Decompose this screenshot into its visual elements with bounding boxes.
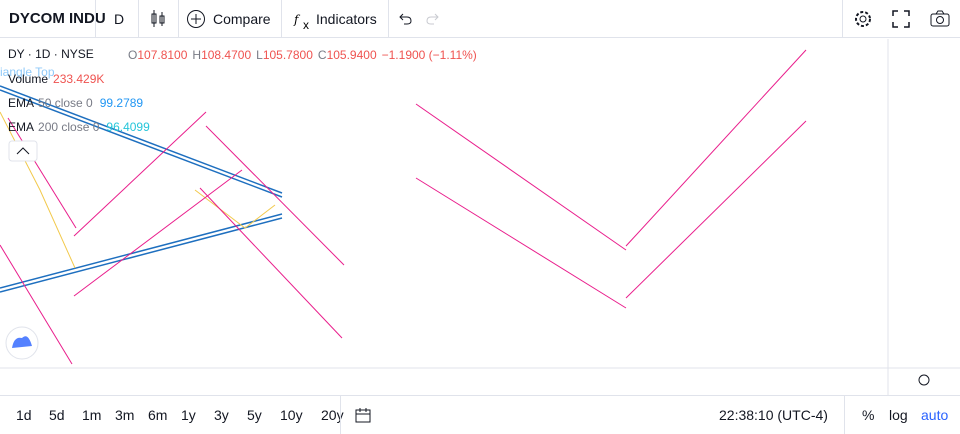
indicators[interactable]: Indicators: [316, 11, 377, 27]
collapse-button[interactable]: [8, 140, 38, 162]
range-button[interactable]: 5d: [49, 407, 65, 423]
c: C: [318, 48, 327, 62]
time-axis-settings[interactable]: [918, 374, 930, 386]
channel-line: [415, 103, 627, 251]
l: L: [256, 48, 263, 62]
date-range-icon[interactable]: [354, 407, 372, 423]
legend-bg: [0, 43, 520, 67]
volume-legend: Volume 233.429K: [8, 72, 104, 86]
divider: [281, 0, 282, 38]
divider: [340, 396, 341, 434]
screenshot-icon[interactable]: [929, 9, 951, 29]
divider: [138, 0, 139, 38]
channel-line: [625, 120, 807, 299]
divider: [844, 396, 845, 434]
range-button[interactable]: 1m: [82, 407, 102, 423]
volume-value: 233.429K: [53, 72, 104, 86]
plot-bg: [0, 39, 888, 368]
trend-line: [0, 89, 283, 198]
range-button[interactable]: 3m: [115, 407, 135, 423]
gear-icon: [918, 374, 930, 386]
ema200-legend: EMA 200 close 0 96.4099: [8, 120, 150, 134]
channel-line: [73, 111, 207, 237]
ema-value: 99.2789: [100, 96, 144, 110]
divider: [95, 0, 96, 38]
svg-text:f: f: [293, 13, 301, 27]
range-button[interactable]: 20y: [321, 407, 344, 423]
channel-line: [199, 187, 343, 339]
channel-line: [0, 244, 73, 365]
symbol-title: DY · 1D · NYSE: [8, 47, 94, 61]
range-button[interactable]: 5y: [247, 407, 262, 423]
h-value: 108.4700: [201, 48, 251, 62]
o: O: [128, 48, 137, 62]
undo-icon[interactable]: [396, 11, 414, 27]
channel-line: [73, 169, 243, 297]
divider: [388, 0, 389, 38]
channel-line: [415, 177, 627, 309]
ema-inputs: 200 close 0: [38, 120, 100, 134]
log-toggle[interactable]: log: [889, 407, 908, 423]
settings-icon[interactable]: [852, 8, 874, 30]
drawing-label: iangle Top: [0, 65, 55, 79]
redo-icon[interactable]: [424, 11, 442, 27]
compare[interactable]: Compare: [213, 11, 271, 27]
svg-text:x: x: [303, 18, 309, 30]
channel-line: [625, 49, 807, 247]
percent-toggle[interactable]: %: [862, 407, 875, 423]
ohlc-legend: O107.8100 H108.4700 L105.7800 C105.9400 −1.1…: [128, 48, 477, 62]
ema-name: EMA: [8, 120, 34, 134]
range-button[interactable]: 1y: [181, 407, 196, 423]
ema-inputs: 50 close 0: [38, 96, 93, 110]
h: H: [192, 48, 201, 62]
ema-name: EMA: [8, 96, 34, 110]
volume-name: Volume: [8, 72, 48, 86]
trend-line: [0, 213, 283, 289]
channel-line: [7, 117, 77, 229]
auto-toggle[interactable]: auto: [921, 407, 949, 423]
pattern-line: [194, 189, 276, 229]
divider: [842, 0, 843, 38]
pattern-line: [0, 111, 76, 269]
channel-line: [205, 125, 345, 266]
chart-type-icon[interactable]: [150, 9, 166, 29]
l-value: 105.7800: [263, 48, 313, 62]
compare-icon[interactable]: [186, 9, 206, 29]
o-value: 107.8100: [137, 48, 187, 62]
range-button[interactable]: 1d: [16, 407, 32, 423]
collapse-icon: [16, 147, 30, 155]
trend-line: [0, 217, 283, 293]
tv-logo-icon: [12, 336, 32, 348]
range-button[interactable]: 10y: [280, 407, 303, 423]
range-button[interactable]: 6m: [148, 407, 168, 423]
fullscreen-icon[interactable]: [891, 9, 911, 29]
clock: 22:38:10 (UTC-4): [719, 407, 828, 423]
range-button[interactable]: 3y: [214, 407, 229, 423]
symbol[interactable]: DYCOM INDU: [9, 10, 106, 27]
c-value: 105.9400: [327, 48, 377, 62]
legend: DY · 1D · NYSE O107.8100 H108.4700 L105.78…: [0, 43, 520, 162]
ema50-legend: EMA 50 close 0 99.2789: [8, 96, 143, 110]
interval[interactable]: D: [114, 11, 125, 27]
bottom-bar: 1d 5d 1m 3m 6m 1y 3y 5y 10y 20y 22:38:10 (UTC-4) …: [0, 395, 960, 434]
ema-value: 96.4099: [106, 120, 150, 134]
change: −1.1900 (−1.11%): [382, 48, 477, 62]
chart: iangle Top DY · 1D · NYSE O107.8100 H108.…: [0, 39, 960, 395]
divider: [178, 0, 179, 38]
drawings: [0, 49, 807, 365]
